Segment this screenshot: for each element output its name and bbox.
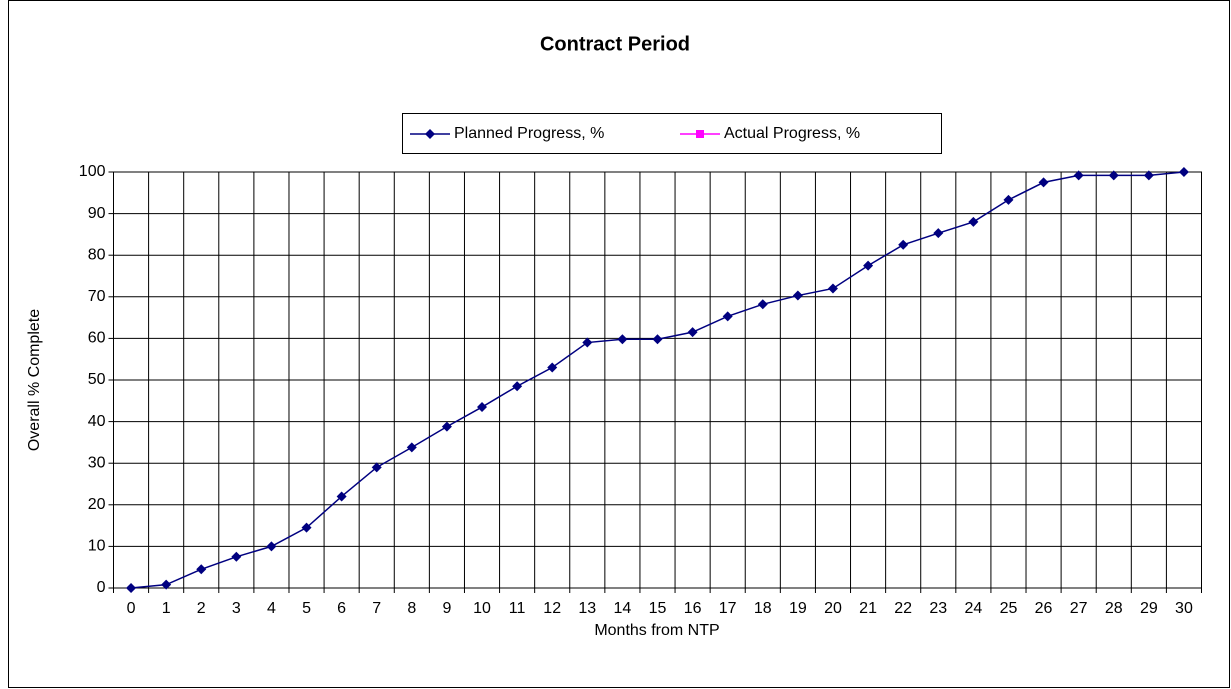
chart-title: Contract Period <box>540 33 690 55</box>
marker <box>933 228 944 239</box>
legend-label: Planned Progress, % <box>454 125 604 142</box>
legend <box>402 113 942 154</box>
marker <box>512 381 523 392</box>
marker <box>898 239 909 250</box>
x-tick-label: 29 <box>1140 600 1158 617</box>
x-tick-label: 16 <box>684 600 702 617</box>
marker <box>477 402 488 413</box>
marker <box>1003 194 1014 205</box>
marker <box>1143 170 1154 181</box>
y-tick-label: 10 <box>88 538 106 555</box>
marker <box>371 462 382 473</box>
marker <box>722 311 733 322</box>
x-tick-label: 25 <box>1000 600 1018 617</box>
x-tick-label: 3 <box>232 600 241 617</box>
marker <box>1073 170 1084 181</box>
y-tick-label: 20 <box>88 496 106 513</box>
x-tick-label: 19 <box>789 600 807 617</box>
marker <box>266 541 277 552</box>
x-tick-label: 1 <box>162 600 171 617</box>
x-tick-label: 23 <box>929 600 947 617</box>
x-tick-label: 27 <box>1070 600 1088 617</box>
chart-frame <box>8 0 1230 688</box>
marker <box>161 579 172 590</box>
x-tick-label: 24 <box>964 600 982 617</box>
x-tick-label: 17 <box>719 600 737 617</box>
x-tick-label: 4 <box>267 600 276 617</box>
x-tick-label: 2 <box>197 600 206 617</box>
marker <box>687 327 698 338</box>
y-tick-label: 90 <box>88 205 106 222</box>
marker <box>547 362 558 373</box>
y-axis-label: Overall % Complete <box>26 309 43 451</box>
marker <box>696 130 704 138</box>
marker <box>301 522 312 533</box>
marker <box>1178 167 1189 177</box>
x-tick-label: 6 <box>337 600 346 617</box>
x-tick-label: 13 <box>578 600 596 617</box>
y-tick-label: 100 <box>79 163 106 180</box>
x-tick-label: 11 <box>509 600 526 617</box>
y-tick-label: 0 <box>97 579 106 596</box>
x-tick-label: 28 <box>1105 600 1123 617</box>
x-tick-label: 0 <box>127 600 136 617</box>
marker <box>792 290 803 301</box>
marker <box>968 216 979 227</box>
x-tick-label: 15 <box>649 600 667 617</box>
marker <box>196 564 207 575</box>
marker <box>1108 170 1119 181</box>
x-tick-label: 10 <box>473 600 491 617</box>
marker <box>652 334 663 345</box>
x-tick-label: 26 <box>1035 600 1053 617</box>
marker <box>406 442 417 453</box>
x-tick-label: 20 <box>824 600 842 617</box>
x-tick-label: 8 <box>407 600 416 617</box>
marker <box>126 583 137 593</box>
y-tick-label: 60 <box>88 330 106 347</box>
marker <box>336 491 347 502</box>
x-tick-label: 22 <box>894 600 912 617</box>
marker <box>757 299 768 310</box>
y-tick-label: 40 <box>88 413 106 430</box>
x-tick-label: 5 <box>302 600 311 617</box>
y-tick-label: 50 <box>88 371 106 388</box>
x-axis-label: Months from NTP <box>594 622 719 639</box>
plot-area <box>113 171 1202 589</box>
x-tick-label: 12 <box>543 600 561 617</box>
y-tick-label: 30 <box>88 454 106 471</box>
x-tick-label: 30 <box>1175 600 1193 617</box>
legend-label: Actual Progress, % <box>724 125 860 142</box>
x-tick-label: 21 <box>859 600 877 617</box>
x-tick-label: 9 <box>442 600 451 617</box>
x-tick-label: 18 <box>754 600 772 617</box>
marker <box>441 421 452 432</box>
x-tick-label: 7 <box>372 600 381 617</box>
marker <box>582 337 593 348</box>
y-tick-label: 70 <box>88 288 106 305</box>
marker <box>1038 177 1049 188</box>
y-tick-label: 80 <box>88 246 106 263</box>
marker <box>231 551 242 562</box>
marker <box>827 283 838 294</box>
marker <box>425 129 435 139</box>
marker <box>617 334 628 345</box>
x-tick-label: 14 <box>614 600 632 617</box>
marker <box>863 260 874 271</box>
